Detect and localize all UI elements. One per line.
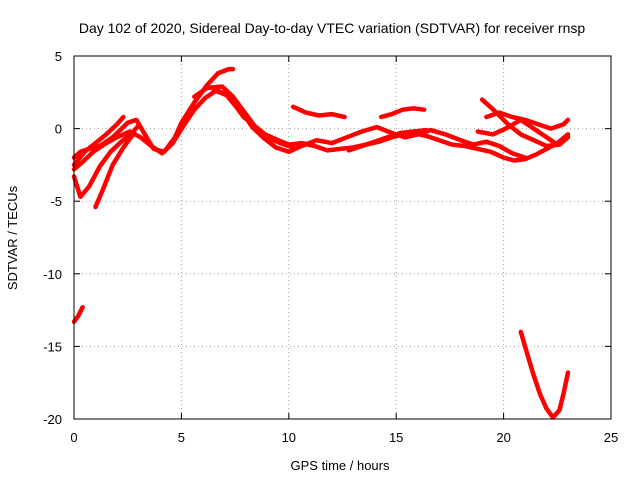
series-track-15	[518, 329, 571, 420]
axis-ticks: 0 5 10 15 20 25 5 0 -5 -10 -15 -20	[43, 49, 618, 445]
chart-title: Day 102 of 2020, Sidereal Day-to-day VTE…	[79, 20, 585, 36]
x-tick-label: 20	[496, 430, 510, 445]
y-tick-label: -20	[43, 412, 62, 427]
x-axis-label: GPS time / hours	[291, 458, 390, 473]
series-track-12	[484, 110, 571, 131]
x-tick-label: 10	[282, 430, 296, 445]
series-track-9	[378, 106, 427, 120]
gridlines	[74, 56, 611, 419]
x-tick-label: 0	[70, 430, 77, 445]
series-track-14	[71, 304, 85, 324]
series-track-1	[71, 114, 126, 168]
y-tick-label: -5	[50, 194, 62, 209]
series-track-5	[93, 130, 137, 210]
y-tick-label: -15	[43, 339, 62, 354]
x-tick-label: 15	[389, 430, 403, 445]
x-tick-label: 25	[604, 430, 618, 445]
x-tick-label: 5	[178, 430, 185, 445]
y-axis-label: SDTVAR / TECUs	[5, 185, 20, 290]
series-track-4	[71, 123, 141, 200]
series-track-8	[290, 104, 347, 120]
series-track-13	[475, 117, 560, 147]
y-tick-label: 0	[55, 122, 62, 137]
y-tick-label: -10	[43, 267, 62, 282]
y-tick-label: 5	[55, 49, 62, 64]
data-series	[71, 66, 571, 420]
series-track-7	[211, 87, 528, 160]
plot-frame	[73, 55, 612, 420]
series-track-10	[346, 127, 429, 153]
